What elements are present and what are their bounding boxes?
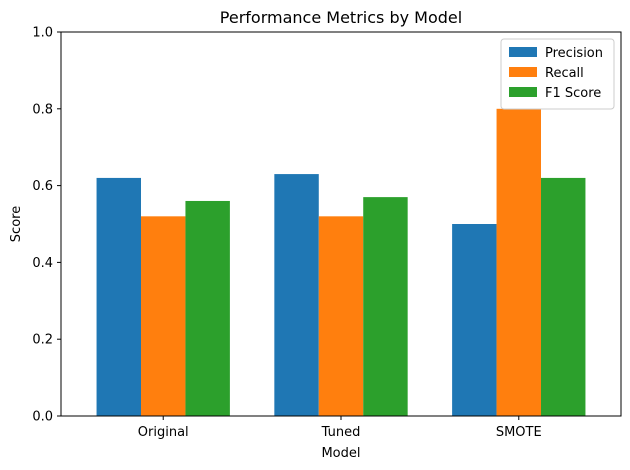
x-tick-label: Original: [138, 425, 189, 440]
legend-swatch: [509, 47, 537, 57]
bar-precision-smote: [452, 224, 497, 416]
y-tick-label: 0.6: [32, 179, 53, 194]
y-tick-label: 0.4: [32, 256, 53, 271]
bar-recall-tuned: [318, 216, 364, 416]
y-axis: 0.0 0.2 0.4 0.6 0.8 1.0: [32, 26, 61, 425]
y-tick-label: 0.2: [32, 333, 53, 348]
x-axis-label: Model: [321, 446, 360, 461]
y-axis-label: Score: [9, 206, 24, 242]
legend-swatch: [509, 67, 537, 77]
legend: Precision Recall F1 Score: [500, 38, 615, 110]
bar-recall-original: [141, 216, 186, 416]
legend-swatch: [509, 87, 537, 97]
y-tick-label: 0.0: [32, 410, 53, 425]
y-tick-label: 0.8: [32, 102, 53, 117]
bar-f1-score-smote: [541, 177, 586, 416]
legend-label: F1 Score: [545, 86, 601, 101]
legend-label: Precision: [545, 46, 603, 61]
x-tick-label: SMOTE: [496, 425, 542, 440]
bar-f1-score-tuned: [363, 197, 408, 416]
bar-precision-original: [96, 177, 141, 416]
x-axis: Original Tuned SMOTE: [138, 416, 542, 440]
chart-title: Performance Metrics by Model: [220, 8, 462, 27]
legend-label: Recall: [545, 66, 584, 81]
bars-group: [96, 108, 586, 417]
bar-f1-score-original: [185, 200, 230, 416]
y-tick-label: 1.0: [32, 26, 53, 41]
bar-recall-smote: [496, 108, 541, 417]
x-tick-label: Tuned: [321, 425, 361, 440]
bar-precision-tuned: [274, 174, 319, 416]
